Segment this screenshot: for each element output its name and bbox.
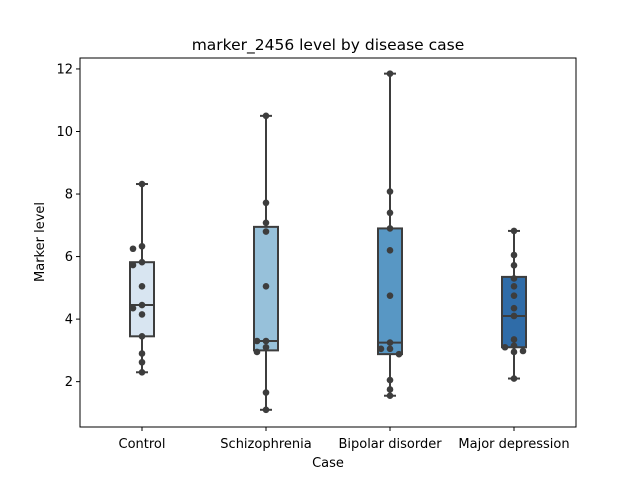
data-point [501,343,509,351]
data-point [262,406,270,414]
data-point [386,188,394,195]
data-point [262,389,270,396]
data-point [138,258,146,266]
data-point [262,199,270,207]
data-point [510,348,518,356]
x-axis: Control Schizophrenia Bipolar disorder Majo… [119,427,570,452]
data-point [386,209,394,217]
chart-title: marker_2456 level by disease case [192,36,465,55]
data-point [510,292,518,299]
y-tick-label: 12 [56,62,73,77]
data-point [262,343,270,351]
data-point [519,347,527,355]
y-tick-label: 4 [65,313,73,328]
y-tick-label: 2 [65,375,73,390]
data-point [138,301,146,309]
plot-area [80,58,576,427]
y-axis-label: Marker level [33,202,48,282]
x-tick-label: Schizophrenia [220,437,311,452]
data-point [377,345,385,353]
data-point [510,336,518,343]
data-point [510,342,518,349]
box-bipolar-disorder [377,72,403,397]
x-tick-label: Control [119,437,166,452]
y-tick-label: 8 [65,188,73,203]
data-point [510,282,518,290]
data-point [510,312,518,320]
box-iqr [377,227,403,356]
data-point [510,275,518,282]
data-point [510,304,518,312]
data-point [386,339,394,346]
x-tick-label: Bipolar disorder [338,437,442,452]
y-axis: 2 4 6 8 10 12 [56,62,80,390]
y-tick-label: 10 [56,125,73,140]
data-point [253,348,261,356]
points-layer [129,70,527,414]
data-point [138,368,146,376]
data-point [386,225,394,232]
data-point [386,292,394,299]
data-point [129,245,137,253]
y-tick-label: 6 [65,250,73,265]
data-point [386,392,394,400]
data-point [510,227,518,235]
data-point [138,242,146,250]
data-point [262,282,270,290]
data-point [129,304,137,312]
data-point [386,247,394,254]
data-point [510,262,518,269]
data-point [262,219,270,227]
data-point [253,337,261,345]
data-point [262,337,270,345]
x-tick-label: Major depression [458,437,569,452]
data-point [138,311,146,318]
data-point [138,333,146,340]
data-point [386,376,394,384]
data-point [395,350,403,358]
data-point [386,70,394,77]
x-axis-label: Case [312,456,344,471]
data-point [510,251,518,259]
plot-frame [79,57,577,428]
data-point [129,261,137,269]
data-point [386,345,394,353]
data-point [510,375,518,382]
data-point [262,228,270,235]
data-point [386,386,394,393]
data-point [138,282,146,290]
box-iqr [129,261,155,338]
box-control [129,183,155,374]
data-point [262,112,270,120]
data-point [138,180,146,188]
data-point [138,358,146,366]
data-point [138,350,146,357]
